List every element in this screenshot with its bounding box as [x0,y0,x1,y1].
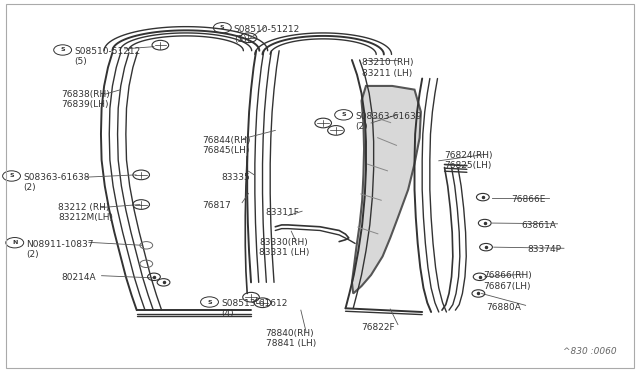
Text: 83330(RH)
83331 (LH): 83330(RH) 83331 (LH) [259,238,310,257]
Text: 63861A: 63861A [521,221,556,230]
Polygon shape [352,86,421,294]
Text: S08510-51212
(5): S08510-51212 (5) [74,47,140,67]
Text: S08510-51212
(5): S08510-51212 (5) [234,25,300,44]
Text: 76866E: 76866E [511,195,546,204]
Text: 83374P: 83374P [527,245,561,254]
Text: N08911-10837
(2): N08911-10837 (2) [26,240,93,259]
Text: 76824(RH)
76825(LH): 76824(RH) 76825(LH) [445,151,493,170]
Text: 76817: 76817 [202,201,230,210]
Text: S: S [220,25,225,30]
Text: 83212 (RH)
83212M(LH): 83212 (RH) 83212M(LH) [58,203,113,222]
Text: S: S [341,112,346,117]
Text: 80214A: 80214A [61,273,96,282]
Text: 76844(RH)
76845(LH): 76844(RH) 76845(LH) [202,136,250,155]
Text: S08363-61638
(2): S08363-61638 (2) [23,173,90,192]
Text: 76822F: 76822F [362,323,395,332]
Text: ^830 :0060: ^830 :0060 [563,347,617,356]
Text: 83335: 83335 [221,173,250,182]
Text: N: N [12,240,17,245]
Text: 83311F: 83311F [266,208,300,217]
Text: 76880A: 76880A [486,303,521,312]
Text: S08513-61612
(4): S08513-61612 (4) [221,299,287,318]
Text: S08363-61639
(2): S08363-61639 (2) [355,112,422,131]
Text: 83210 (RH)
83211 (LH): 83210 (RH) 83211 (LH) [362,58,413,77]
Text: 76838(RH)
76839(LH): 76838(RH) 76839(LH) [61,90,110,109]
Text: S: S [9,173,14,179]
Text: 78840(RH)
78841 (LH): 78840(RH) 78841 (LH) [266,329,316,348]
Text: 76866(RH)
76867(LH): 76866(RH) 76867(LH) [483,271,532,291]
Text: S: S [60,48,65,52]
Text: S: S [207,299,212,305]
